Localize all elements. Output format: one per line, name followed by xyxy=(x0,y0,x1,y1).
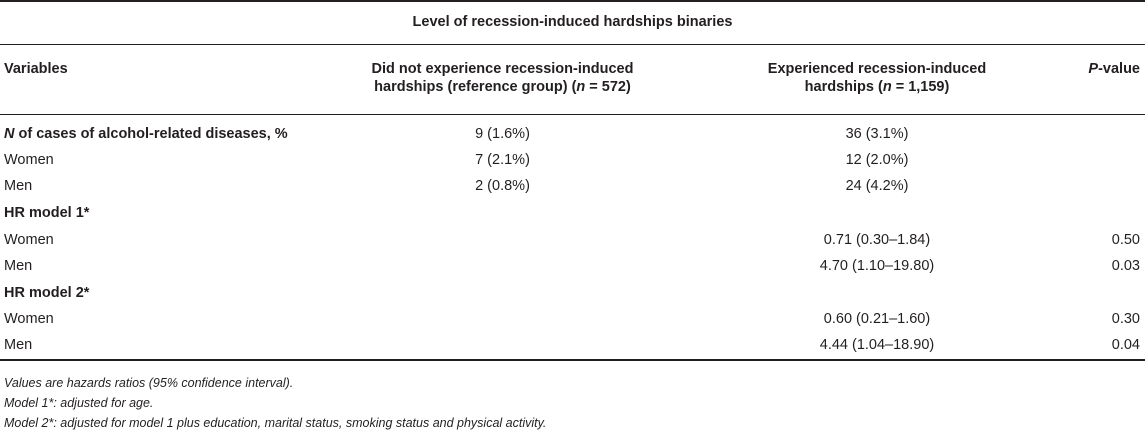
table-row-experienced-cell: 12 (2.0%) xyxy=(845,152,909,168)
column-header-p-value: P-value xyxy=(1088,61,1140,77)
section-cases-label: N of cases of alcohol-related diseases, … xyxy=(4,126,288,142)
table-row-experienced-cell: 24 (4.2%) xyxy=(845,178,909,194)
table-row-experienced-cell: 4.70 (1.10–19.80) xyxy=(819,258,935,274)
table-row-reference-cell: 2 (0.8%) xyxy=(475,178,530,194)
table-row-reference-cell: 7 (2.1%) xyxy=(475,152,530,168)
column-header-bottom-rule xyxy=(0,114,1145,115)
column-header-experienced-line1: Experienced recession-induced xyxy=(767,61,987,77)
table-row-label: Men xyxy=(4,178,33,194)
table-row-label: Men xyxy=(4,258,33,274)
table-row-experienced-cell: 0.60 (0.21–1.60) xyxy=(823,311,931,327)
footnote: Values are hazards ratios (95% confidenc… xyxy=(4,376,294,390)
cases-reference-cell: 9 (1.6%) xyxy=(475,126,530,142)
table-row-p-value-cell: 0.50 xyxy=(1111,232,1140,248)
column-header-reference-line2: hardships (reference group) (n = 572) xyxy=(374,79,631,95)
table-row-experienced-cell: 4.44 (1.04–18.90) xyxy=(819,337,935,353)
footnote: Model 1*: adjusted for age. xyxy=(4,396,154,410)
column-header-reference-line1: Did not experience recession-induced xyxy=(371,61,634,77)
column-header-experienced-line2: hardships (n = 1,159) xyxy=(804,79,950,95)
table-row-p-value-cell: 0.03 xyxy=(1111,258,1140,274)
table-row-label: Women xyxy=(4,232,54,248)
table-row-label: Men xyxy=(4,337,33,353)
table-row-label: Women xyxy=(4,311,54,327)
column-header-reference-group: Did not experience recession-induced har… xyxy=(285,60,720,96)
table-row-p-value-cell: 0.04 xyxy=(1111,337,1140,353)
table-bottom-rule xyxy=(0,359,1145,361)
column-header-experienced: Experienced recession-induced hardships … xyxy=(722,60,1032,96)
section-hr-model-2-title: HR model 2* xyxy=(4,285,90,301)
table-row-label: Women xyxy=(4,152,54,168)
table-top-rule xyxy=(0,0,1145,2)
cases-experienced-cell: 36 (3.1%) xyxy=(845,126,909,142)
section-hr-model-1-title: HR model 1* xyxy=(4,205,90,221)
spanning-header: Level of recession-induced hardships bin… xyxy=(412,14,733,30)
footnote: Model 2*: adjusted for model 1 plus educ… xyxy=(4,416,547,430)
header-divider-rule xyxy=(0,44,1145,45)
table-row-p-value-cell: 0.30 xyxy=(1111,311,1140,327)
table-row-experienced-cell: 0.71 (0.30–1.84) xyxy=(823,232,931,248)
column-header-variables: Variables xyxy=(4,61,68,77)
